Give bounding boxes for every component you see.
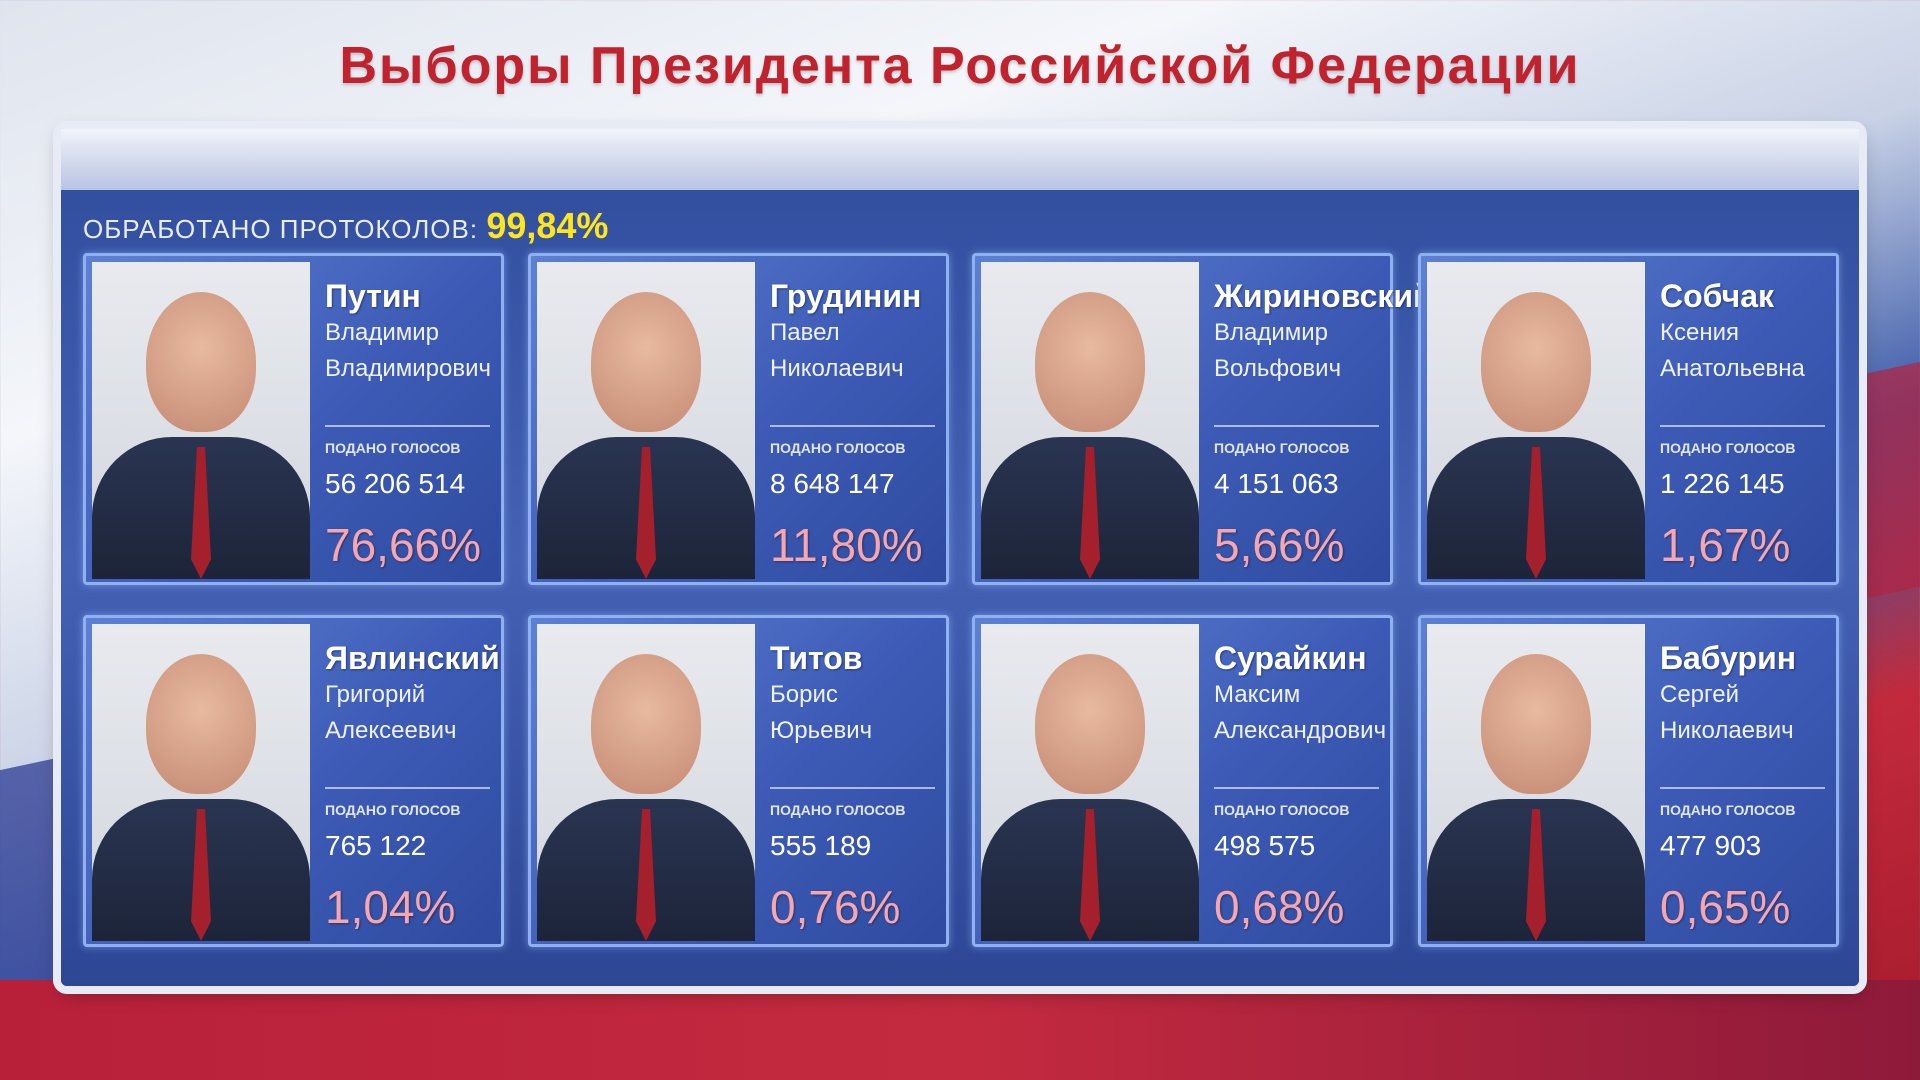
candidate-votes: 8 648 147	[770, 468, 895, 499]
divider	[325, 787, 490, 789]
votes-label: ПОДАНО ГОЛОСОВ	[325, 802, 461, 818]
candidate-card: Жириновский Владимир Вольфович ПОДАНО ГО…	[972, 253, 1433, 585]
candidate-first-name: Борис	[770, 681, 838, 708]
candidate-card: Собчак Ксения Анатольевна ПОДАНО ГОЛОСОВ…	[1418, 253, 1839, 585]
candidate-percent: 5,66%	[1214, 519, 1345, 571]
divider	[1214, 425, 1379, 427]
tie-shape	[1080, 809, 1100, 941]
candidate-first-name: Ксения	[1660, 319, 1739, 346]
candidate-card: Путин Владимир Владимирович ПОДАНО ГОЛОС…	[83, 253, 504, 585]
tie-shape	[636, 809, 656, 941]
candidate-votes: 1 226 145	[1660, 468, 1785, 499]
candidate-photo	[981, 624, 1199, 941]
votes-label: ПОДАНО ГОЛОСОВ	[325, 440, 461, 456]
head-shape	[1035, 292, 1145, 432]
candidate-patronymic: Николаевич	[1660, 717, 1794, 744]
candidate-surname: Титов	[770, 640, 863, 676]
candidate-votes: 56 206 514	[325, 468, 466, 499]
candidate-surname: Жириновский	[1214, 278, 1433, 314]
divider	[325, 425, 490, 427]
tie-shape	[1526, 447, 1546, 579]
candidate-patronymic: Алексеевич	[325, 717, 457, 744]
candidate-patronymic: Юрьевич	[770, 717, 873, 744]
candidate-percent: 0,68%	[1214, 881, 1345, 933]
results-panel: ОБРАБОТАНО ПРОТОКОЛОВ: 99,84% Путин Влад…	[61, 129, 1859, 986]
page-title: Выборы Президента Российской Федерации	[339, 37, 1581, 95]
head-shape	[1481, 654, 1591, 794]
candidate-votes: 765 122	[325, 830, 427, 861]
candidate-patronymic: Александрович	[1214, 717, 1387, 744]
candidate-surname: Собчак	[1660, 278, 1775, 314]
candidate-percent: 0,65%	[1660, 881, 1791, 933]
candidate-surname: Явлинский	[325, 640, 500, 676]
votes-label: ПОДАНО ГОЛОСОВ	[1660, 440, 1796, 456]
tie-shape	[191, 447, 211, 579]
candidate-votes: 477 903	[1660, 830, 1762, 861]
votes-label: ПОДАНО ГОЛОСОВ	[770, 802, 906, 818]
candidate-photo	[92, 624, 310, 941]
tie-shape	[636, 447, 656, 579]
candidate-first-name: Павел	[770, 319, 840, 346]
candidate-surname: Бабурин	[1660, 640, 1797, 676]
protocols-processed-label: ОБРАБОТАНО ПРОТОКОЛОВ:	[83, 214, 479, 244]
tie-shape	[1080, 447, 1100, 579]
votes-label: ПОДАНО ГОЛОСОВ	[1214, 802, 1350, 818]
candidate-photo	[981, 262, 1199, 579]
candidate-votes: 555 189	[770, 830, 872, 861]
candidate-percent: 11,80%	[770, 519, 923, 571]
divider	[1214, 787, 1379, 789]
candidate-patronymic: Владимирович	[325, 355, 492, 382]
candidate-first-name: Григорий	[325, 681, 426, 708]
candidate-first-name: Владимир	[1214, 319, 1329, 346]
divider	[1660, 425, 1825, 427]
candidate-surname: Путин	[325, 278, 421, 314]
candidate-card: Титов Борис Юрьевич ПОДАНО ГОЛОСОВ 555 1…	[528, 615, 949, 947]
head-shape	[591, 654, 701, 794]
candidate-photo	[92, 262, 310, 579]
candidate-card: Явлинский Григорий Алексеевич ПОДАНО ГОЛ…	[83, 615, 504, 947]
candidate-votes: 498 575	[1214, 830, 1316, 861]
candidate-patronymic: Анатольевна	[1660, 355, 1805, 382]
candidate-votes: 4 151 063	[1214, 468, 1339, 499]
candidate-surname: Грудинин	[770, 278, 922, 314]
divider	[770, 425, 935, 427]
candidate-percent: 76,66%	[325, 519, 482, 571]
head-shape	[146, 654, 256, 794]
head-shape	[1481, 292, 1591, 432]
panel-header-strip	[61, 129, 1859, 190]
candidate-percent: 0,76%	[770, 881, 901, 933]
head-shape	[1035, 654, 1145, 794]
candidate-first-name: Владимир	[325, 319, 440, 346]
divider	[770, 787, 935, 789]
candidate-percent: 1,67%	[1660, 519, 1791, 571]
divider	[1660, 787, 1825, 789]
head-shape	[591, 292, 701, 432]
votes-label: ПОДАНО ГОЛОСОВ	[770, 440, 906, 456]
candidate-card: Бабурин Сергей Николаевич ПОДАНО ГОЛОСОВ…	[1418, 615, 1839, 947]
candidate-first-name: Максим	[1214, 681, 1301, 708]
candidate-photo	[537, 624, 755, 941]
tie-shape	[1526, 809, 1546, 941]
candidate-photo	[537, 262, 755, 579]
candidate-first-name: Сергей	[1660, 681, 1740, 708]
candidate-patronymic: Николаевич	[770, 355, 904, 382]
tie-shape	[191, 809, 211, 941]
votes-label: ПОДАНО ГОЛОСОВ	[1660, 802, 1796, 818]
protocols-processed: ОБРАБОТАНО ПРОТОКОЛОВ: 99,84%	[83, 205, 608, 247]
head-shape	[146, 292, 256, 432]
candidate-percent: 1,04%	[325, 881, 456, 933]
votes-label: ПОДАНО ГОЛОСОВ	[1214, 440, 1350, 456]
candidate-surname: Сурайкин	[1214, 640, 1367, 676]
background-ornament	[0, 980, 1920, 1080]
candidate-card: Грудинин Павел Николаевич ПОДАНО ГОЛОСОВ…	[528, 253, 949, 585]
protocols-processed-value: 99,84%	[486, 205, 609, 246]
candidate-patronymic: Вольфович	[1214, 355, 1342, 382]
candidate-card: Сурайкин Максим Александрович ПОДАНО ГОЛ…	[972, 615, 1393, 947]
candidate-photo	[1427, 262, 1645, 579]
candidate-photo	[1427, 624, 1645, 941]
